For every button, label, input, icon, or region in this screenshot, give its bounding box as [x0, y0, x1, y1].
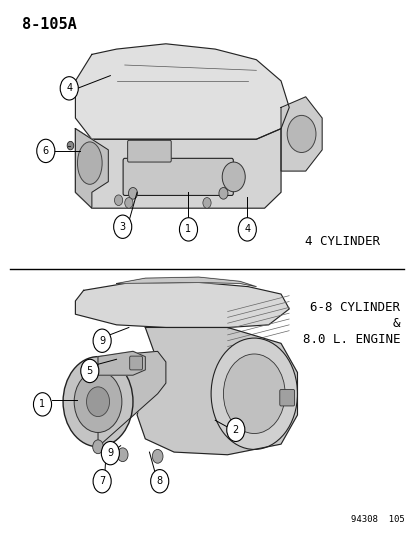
Polygon shape [116, 277, 256, 287]
Polygon shape [75, 128, 280, 208]
Circle shape [237, 217, 256, 241]
FancyBboxPatch shape [127, 140, 171, 162]
Text: 7: 7 [99, 477, 105, 486]
Circle shape [93, 440, 103, 454]
Polygon shape [280, 97, 321, 171]
Text: 2: 2 [232, 425, 238, 435]
Circle shape [218, 188, 228, 199]
Text: 5: 5 [86, 366, 93, 376]
Text: 8: 8 [156, 477, 162, 486]
Circle shape [152, 449, 163, 463]
Text: 94308  105: 94308 105 [350, 515, 404, 523]
Circle shape [226, 418, 244, 441]
Circle shape [114, 195, 122, 206]
Circle shape [179, 217, 197, 241]
Circle shape [211, 338, 297, 449]
Circle shape [37, 139, 55, 163]
Text: 8.0 L. ENGINE: 8.0 L. ENGINE [302, 333, 399, 346]
FancyBboxPatch shape [123, 158, 233, 196]
Text: &: & [392, 317, 399, 330]
FancyBboxPatch shape [129, 356, 142, 370]
Polygon shape [98, 351, 145, 375]
Circle shape [124, 198, 133, 208]
Text: 3: 3 [119, 222, 126, 232]
Circle shape [33, 393, 52, 416]
Ellipse shape [77, 142, 102, 184]
Text: 4 CYLINDER: 4 CYLINDER [304, 235, 379, 248]
FancyBboxPatch shape [279, 390, 294, 406]
Polygon shape [75, 128, 108, 208]
Polygon shape [75, 282, 289, 327]
Circle shape [114, 215, 131, 238]
Circle shape [93, 470, 111, 493]
Polygon shape [75, 44, 289, 139]
Text: 6: 6 [43, 146, 49, 156]
Circle shape [223, 354, 285, 433]
Text: 4: 4 [66, 83, 72, 93]
Polygon shape [98, 351, 166, 447]
Circle shape [202, 198, 211, 208]
Text: 8-105A: 8-105A [22, 17, 76, 33]
Circle shape [93, 329, 111, 352]
Circle shape [101, 441, 119, 465]
Text: 1: 1 [185, 224, 191, 235]
Circle shape [67, 141, 74, 150]
Circle shape [128, 188, 137, 199]
Circle shape [81, 359, 99, 383]
Circle shape [117, 448, 128, 462]
Circle shape [222, 162, 244, 192]
Circle shape [86, 387, 109, 417]
Text: 9: 9 [107, 448, 113, 458]
Circle shape [74, 371, 121, 432]
Text: 9: 9 [99, 336, 105, 346]
Text: 4: 4 [244, 224, 250, 235]
Circle shape [150, 470, 169, 493]
Circle shape [60, 77, 78, 100]
Circle shape [63, 357, 133, 447]
Circle shape [287, 115, 315, 152]
Polygon shape [137, 327, 297, 455]
Text: 1: 1 [39, 399, 45, 409]
Text: 6-8 CYLINDER: 6-8 CYLINDER [309, 301, 399, 314]
